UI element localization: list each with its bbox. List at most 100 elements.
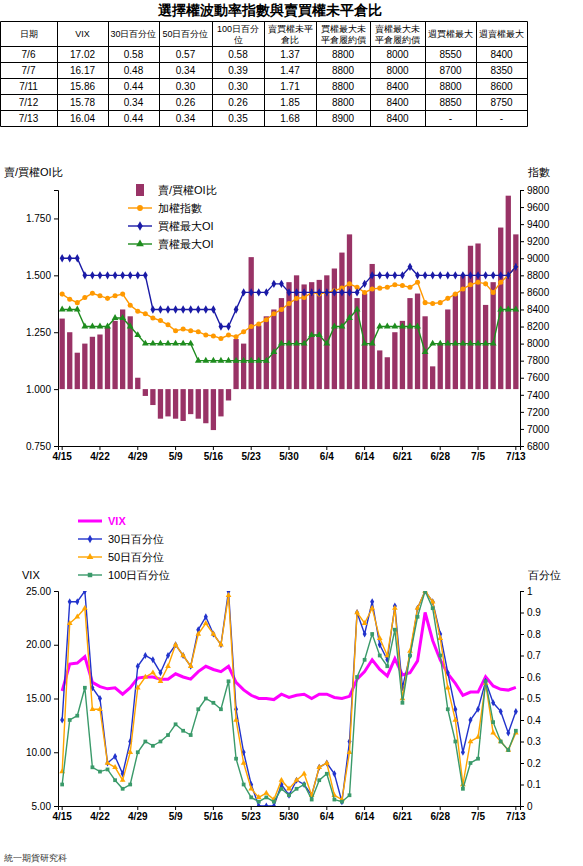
tick-label: 1.250	[26, 327, 51, 338]
tick-label: 8400	[527, 304, 550, 315]
plot-area	[59, 196, 519, 430]
table-cell: 1.85	[280, 97, 300, 108]
tick-mark	[520, 292, 524, 293]
marker	[82, 295, 87, 300]
tick: 0.6	[520, 672, 541, 683]
marker	[331, 323, 338, 329]
marker	[377, 286, 382, 291]
tick-label: 8800	[527, 270, 550, 281]
marker	[407, 285, 412, 290]
marker	[112, 764, 118, 769]
tick: 7000	[520, 424, 550, 435]
tick-mark	[520, 742, 524, 743]
marker	[202, 357, 209, 363]
bar	[415, 294, 420, 390]
marker	[195, 631, 201, 636]
marker	[256, 321, 261, 326]
marker	[286, 786, 292, 791]
marker	[272, 800, 276, 804]
tick: 0.9	[520, 607, 541, 618]
tick-mark	[478, 806, 479, 810]
bar	[120, 309, 125, 389]
tick-label: 0.5	[527, 693, 541, 704]
tick: 9200	[520, 236, 550, 247]
marker	[317, 778, 321, 782]
marker	[263, 790, 269, 795]
marker	[60, 254, 65, 262]
marker	[270, 348, 277, 354]
tick: 7/13	[506, 806, 526, 822]
marker	[112, 314, 119, 320]
marker	[196, 329, 201, 334]
bar	[279, 298, 284, 389]
marker	[461, 271, 466, 279]
table-cell: 0.57	[176, 49, 196, 60]
marker	[332, 288, 337, 296]
marker	[142, 340, 149, 346]
bar	[60, 319, 65, 390]
marker	[385, 285, 390, 290]
table-rule	[425, 22, 426, 127]
table-header: 30日百分位	[110, 29, 156, 39]
marker	[354, 306, 361, 312]
marker	[128, 271, 133, 279]
marker	[407, 323, 414, 329]
tick-mark	[520, 591, 524, 592]
tick: 5/16	[204, 446, 224, 462]
marker	[68, 718, 72, 722]
marker	[120, 777, 126, 782]
marker	[468, 738, 474, 743]
table-cell: 8750	[490, 97, 513, 108]
marker	[82, 271, 87, 279]
marker	[74, 614, 80, 619]
tick-mark	[54, 446, 58, 447]
marker	[113, 753, 117, 760]
marker	[453, 292, 458, 297]
marker	[143, 271, 148, 279]
tick: 15.00	[26, 693, 58, 704]
tick-mark	[175, 446, 176, 450]
marker	[414, 323, 421, 329]
tick: 5/30	[279, 446, 299, 462]
table-header: 50日百分位	[162, 29, 208, 39]
line	[62, 591, 516, 800]
marker	[105, 760, 111, 765]
bar	[90, 337, 95, 389]
table-rule	[370, 22, 371, 127]
table-cell: 8400	[386, 113, 409, 124]
marker	[347, 281, 352, 286]
marker	[392, 282, 397, 287]
marker	[180, 340, 187, 346]
marker	[67, 254, 72, 262]
axis-line	[59, 447, 521, 451]
marker	[497, 306, 504, 312]
marker	[241, 329, 246, 334]
marker	[83, 591, 87, 594]
table-cell: 8400	[386, 97, 409, 108]
marker	[242, 783, 246, 787]
marker	[212, 701, 216, 705]
marker	[271, 311, 276, 316]
marker	[279, 777, 285, 782]
tick-label: 1.750	[26, 213, 51, 224]
table-cell: 16.17	[70, 65, 95, 76]
bar	[362, 294, 367, 390]
table-cell: 8850	[439, 97, 462, 108]
tick-label: 1	[527, 586, 533, 597]
bar	[377, 350, 382, 389]
tick-mark	[137, 446, 138, 450]
marker	[362, 280, 367, 288]
tick: 6/14	[355, 446, 375, 462]
table-cell: 16.04	[70, 113, 95, 124]
marker	[393, 603, 397, 610]
marker	[323, 340, 330, 346]
marker	[437, 340, 444, 346]
y2-axis: 6800700072007400760078008000820084008600…	[520, 185, 550, 452]
marker	[278, 340, 285, 346]
legend-marker	[137, 205, 143, 211]
bar	[97, 334, 102, 389]
tick-label: 5/16	[204, 451, 224, 462]
tick-mark	[520, 378, 524, 379]
marker	[498, 738, 504, 743]
marker	[75, 254, 80, 262]
